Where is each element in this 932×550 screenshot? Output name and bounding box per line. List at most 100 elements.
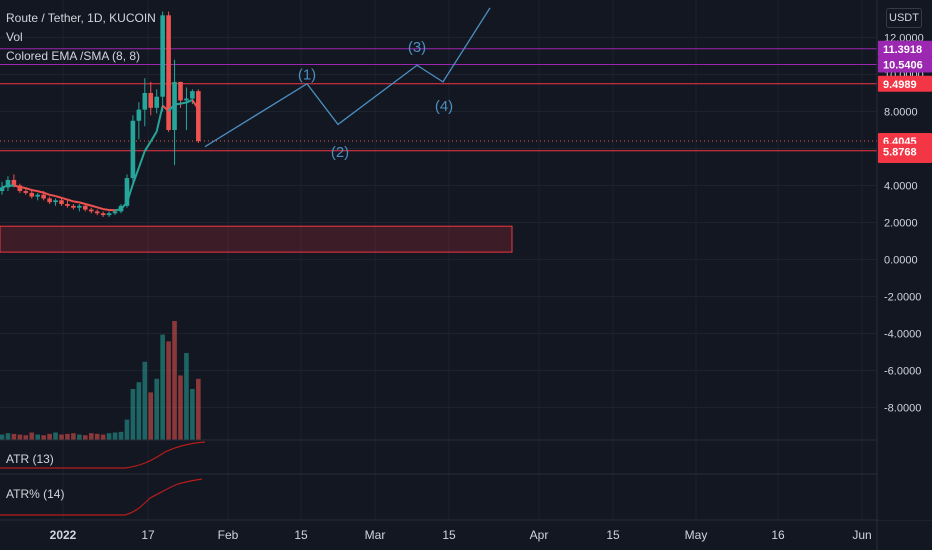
atr-pct-legend[interactable]: ATR% (14) bbox=[6, 487, 65, 501]
volume-bar bbox=[190, 389, 195, 440]
horizontal-levels bbox=[0, 48, 877, 152]
candle-body bbox=[65, 204, 70, 206]
candle-body bbox=[196, 91, 201, 142]
ema-segment bbox=[79, 201, 86, 205]
symbol-legend[interactable]: Route / Tether, 1D, KUCOIN bbox=[6, 11, 156, 25]
candle-body bbox=[71, 205, 76, 208]
price-tag-support-bg bbox=[878, 143, 932, 160]
volume-bar bbox=[112, 432, 118, 440]
candle-body bbox=[160, 15, 165, 97]
candle-body bbox=[59, 200, 64, 204]
candle-body bbox=[94, 211, 100, 214]
atr-line bbox=[0, 441, 206, 469]
atr-legend[interactable]: ATR (13) bbox=[6, 452, 54, 466]
time-tick: Feb bbox=[218, 528, 239, 542]
volume-bar bbox=[154, 378, 159, 440]
indicator-legend[interactable]: Colored EMA /SMA (8, 8) bbox=[6, 49, 141, 63]
candle-body bbox=[35, 194, 40, 197]
ema-segment bbox=[155, 105, 164, 132]
price-tick: 4.0000 bbox=[884, 181, 918, 193]
time-tick: 17 bbox=[141, 528, 155, 542]
ema-segment bbox=[180, 101, 187, 105]
ema-segment bbox=[1, 184, 9, 189]
price-tags: 11.391810.54069.49895.87686.404501:355.8… bbox=[878, 40, 932, 164]
volume-bar bbox=[59, 434, 64, 440]
ema-segment bbox=[102, 208, 110, 211]
ema-segment bbox=[61, 196, 68, 201]
volume-bar bbox=[11, 433, 17, 440]
volume-bar bbox=[35, 434, 40, 440]
ema-segment bbox=[13, 184, 21, 188]
wave-label-1: (1) bbox=[298, 67, 316, 84]
candle-body bbox=[11, 179, 17, 186]
candle-body bbox=[136, 109, 142, 121]
ema-segment bbox=[186, 99, 193, 104]
price-tag-9.4989-bg bbox=[878, 75, 932, 92]
volume-bar bbox=[178, 375, 183, 440]
ema-segment bbox=[149, 130, 158, 142]
volume-bar bbox=[88, 433, 94, 440]
candle-body bbox=[41, 194, 46, 199]
candle-body bbox=[130, 120, 136, 179]
volume-bar bbox=[124, 419, 130, 440]
candle-body bbox=[112, 211, 118, 214]
price-tag-10.5406-bg bbox=[878, 56, 932, 73]
candle-body bbox=[17, 185, 23, 192]
ema-segment bbox=[85, 203, 92, 207]
price-tick: -6.0000 bbox=[884, 366, 921, 378]
candle-body bbox=[23, 191, 29, 193]
volume-bar bbox=[53, 432, 58, 440]
volume-bar bbox=[196, 378, 201, 440]
price-tag-11.3918-bg bbox=[878, 40, 932, 57]
ema-segment bbox=[161, 104, 170, 112]
ema-segment bbox=[114, 208, 122, 212]
candle-body bbox=[124, 178, 130, 206]
volume-bar bbox=[29, 432, 35, 440]
grid-lines bbox=[0, 0, 877, 520]
ema-segment bbox=[67, 198, 74, 203]
price-tick: 0.0000 bbox=[884, 255, 918, 267]
ema-segment bbox=[137, 150, 146, 168]
currency-button[interactable]: USDT bbox=[886, 8, 922, 28]
time-tick: 2022 bbox=[50, 528, 77, 542]
price-tick: -8.0000 bbox=[884, 403, 921, 415]
time-tick: 15 bbox=[294, 528, 308, 542]
candle-body bbox=[106, 213, 112, 216]
ema-segment bbox=[49, 193, 56, 198]
candles bbox=[0, 11, 201, 217]
candle-body bbox=[83, 205, 88, 210]
ema-segment bbox=[191, 99, 200, 110]
ema-segment bbox=[96, 206, 104, 211]
ema-line bbox=[1, 99, 200, 212]
ema-segment bbox=[90, 204, 98, 209]
volume-bar bbox=[136, 382, 142, 440]
price-tick: 8.0000 bbox=[884, 107, 918, 119]
volume-bar bbox=[41, 435, 46, 440]
wave-path bbox=[204, 7, 491, 148]
candle-body bbox=[148, 93, 154, 108]
elliott-wave: (1) (2) (3) (4) bbox=[204, 7, 491, 161]
wave-label-2: (2) bbox=[331, 144, 349, 161]
volume-bar bbox=[106, 433, 112, 440]
ema-segment bbox=[25, 187, 33, 192]
wave-label-3: (3) bbox=[408, 39, 426, 56]
candle-body bbox=[178, 81, 183, 101]
volume-legend[interactable]: Vol bbox=[6, 30, 23, 44]
ema-segment bbox=[55, 195, 62, 199]
price-tag-9.4989: 9.4989 bbox=[883, 79, 917, 91]
volume-bar bbox=[184, 352, 189, 440]
ema-segment bbox=[37, 190, 44, 194]
atr-pane: 0.000040.0000 bbox=[0, 441, 924, 516]
volume-bar bbox=[166, 341, 171, 440]
volume-bar bbox=[23, 435, 29, 440]
ema-segment bbox=[167, 103, 176, 112]
volume-bar bbox=[83, 435, 88, 440]
candle-body bbox=[47, 198, 52, 203]
candle-body bbox=[0, 187, 5, 192]
price-tick: -4.0000 bbox=[884, 329, 921, 341]
zone-rect bbox=[0, 225, 513, 253]
time-axis[interactable]: 2022 17 Feb 15 Mar 15 Apr 15 May 16 Jun bbox=[50, 528, 872, 542]
candle-body bbox=[190, 91, 195, 99]
